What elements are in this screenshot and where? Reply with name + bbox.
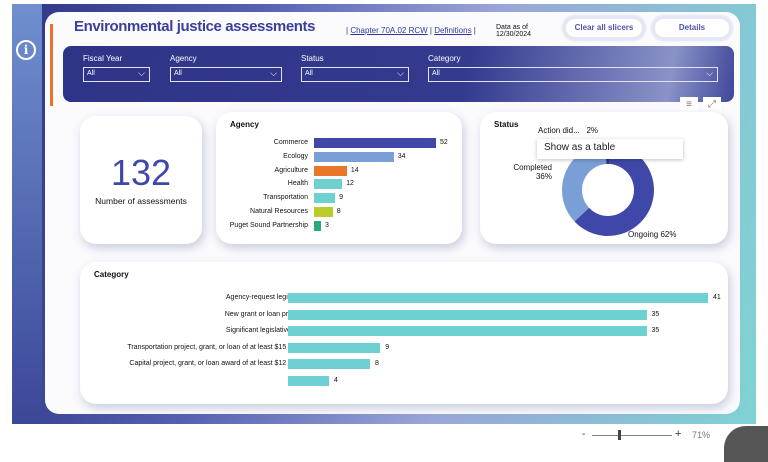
bar-label: Agency-request legislation — [225, 294, 308, 301]
slicer-value: All — [305, 70, 313, 77]
bar-value: 14 — [350, 166, 359, 174]
bar-value: 35 — [651, 310, 660, 318]
bar-label: Health — [287, 180, 308, 188]
bar-value: 3 — [325, 221, 329, 229]
agency-chart: Agency Commerce 52 Ecology 34 Agriculture 14 H… — [216, 112, 462, 244]
clear-slicers-button[interactable]: Clear all slicers — [563, 16, 645, 40]
data-as-of-label: Data as of — [496, 24, 528, 31]
slicer-label: Agency — [170, 54, 197, 63]
bar-label: Significant legislative rules — [225, 327, 308, 335]
slicer-status[interactable]: Status All ⌵ — [301, 54, 409, 82]
data-as-of-date: 12/30/2024 — [496, 31, 532, 38]
focus-mode-icon[interactable]: ⤢ — [703, 97, 721, 113]
bar-value: 8 — [374, 360, 379, 368]
chart-title: Agency — [230, 120, 259, 129]
info-icon[interactable]: i — [16, 40, 36, 60]
bar-value: 12 — [346, 180, 354, 188]
slice-label-action: Action did... 2% — [538, 126, 599, 135]
bar — [288, 342, 381, 353]
slicer-category[interactable]: Category All ⌵ — [428, 54, 718, 82]
slicer-value: All — [432, 70, 440, 77]
left-strip — [12, 4, 42, 424]
bar-label: Transportation project, grant, or loan o… — [127, 343, 308, 351]
bar — [314, 207, 333, 217]
bar-label: Agriculture — [274, 166, 308, 174]
chevron-down-icon: ⌵ — [138, 68, 145, 78]
bar — [288, 293, 708, 303]
slicer-bar: Fiscal Year All ⌵ Agency All ⌵ Status All ⌵ Ca… — [63, 46, 734, 102]
details-button[interactable]: Details — [652, 16, 732, 40]
bar-label: Puget Sound Partnership — [229, 221, 308, 229]
bar — [314, 193, 336, 204]
chapter-link[interactable]: Chapter 70A.02 RCW — [350, 26, 428, 35]
bar — [288, 376, 329, 386]
bar-value: 34 — [397, 152, 406, 160]
category-dropdown[interactable]: All ⌵ — [428, 67, 718, 82]
zoom-slider[interactable] — [592, 435, 672, 436]
agency-dropdown[interactable]: All ⌵ — [170, 67, 282, 82]
bar — [288, 309, 647, 320]
kpi-label: Number of assessments — [95, 196, 187, 206]
donut-slice-ongoing[interactable] — [574, 144, 654, 236]
bar — [314, 220, 322, 231]
bar-value: 35 — [651, 327, 660, 335]
bar — [314, 165, 347, 176]
bar — [314, 179, 343, 190]
slicer-agency[interactable]: Agency All ⌵ — [170, 54, 282, 82]
status-bar: - + 71% — [0, 426, 768, 462]
bar — [314, 138, 436, 148]
chevron-down-icon: ⌵ — [270, 68, 277, 78]
context-menu-show-as-table[interactable]: Show as a table — [537, 139, 683, 159]
category-chart: Category Agency-request legislation 41 New… — [80, 262, 728, 404]
chart-title: Category — [94, 270, 129, 279]
slicer-label: Status — [301, 54, 324, 63]
slicer-value: All — [87, 70, 95, 77]
slicer-value: All — [174, 70, 182, 77]
chevron-down-icon: ⌵ — [706, 68, 713, 78]
bar — [314, 151, 394, 162]
bar — [288, 359, 370, 370]
slice-label-ongoing: Ongoing 62% — [628, 230, 677, 239]
chevron-down-icon: ⌵ — [397, 68, 404, 78]
fiscal-year-dropdown[interactable]: All ⌵ — [83, 67, 150, 82]
accent-bar — [50, 24, 53, 106]
bar-value: 4 — [333, 377, 338, 384]
page-title: Environmental justice assessments — [74, 18, 316, 35]
zoom-level: 71% — [692, 430, 711, 440]
chart-title: Status — [494, 120, 519, 129]
bar-value: 8 — [336, 208, 341, 215]
zoom-out-button[interactable]: - — [582, 429, 586, 440]
bar-value: 9 — [385, 343, 390, 351]
bar-label: Commerce — [273, 139, 308, 146]
bar — [288, 326, 647, 337]
zoom-slider-thumb[interactable] — [618, 430, 621, 440]
bar-label: Natural Resources — [250, 208, 308, 215]
data-as-of: Data as of 12/30/2024 — [496, 24, 531, 38]
bar-label: Capital project, grant, or loan award of… — [129, 360, 308, 368]
help-button[interactable] — [724, 426, 768, 462]
slicer-fiscal-year[interactable]: Fiscal Year All ⌵ — [83, 54, 150, 82]
kpi-value: 132 — [110, 152, 172, 193]
bar-label: Transportation — [263, 194, 308, 202]
header-links: | Chapter 70A.02 RCW | Definitions | — [346, 26, 476, 35]
bar-value: 41 — [713, 294, 721, 301]
bar-label: New grant or loan program — [224, 310, 308, 318]
bar-label: Ecology — [283, 152, 308, 160]
status-chart: Status Action did... 2% Completed 36% Ong… — [480, 112, 728, 244]
status-dropdown[interactable]: All ⌵ — [301, 67, 409, 82]
filter-icon[interactable]: ≡ — [680, 97, 698, 113]
slicer-label: Category — [428, 54, 461, 63]
kpi-card: 132 Number of assessments — [80, 116, 202, 244]
zoom-in-button[interactable]: + — [675, 428, 682, 440]
slicer-label: Fiscal Year — [83, 54, 123, 63]
slice-label-completed: Completed 36% — [513, 163, 552, 181]
donut-slice-completed[interactable] — [562, 144, 607, 222]
definitions-link[interactable]: Definitions — [434, 26, 472, 35]
bar-value: 52 — [440, 139, 448, 146]
bar-value: 9 — [339, 194, 344, 202]
